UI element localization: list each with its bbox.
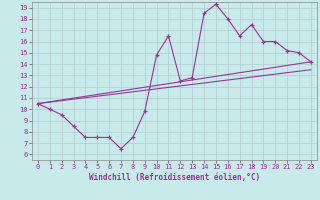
X-axis label: Windchill (Refroidissement éolien,°C): Windchill (Refroidissement éolien,°C)	[89, 173, 260, 182]
